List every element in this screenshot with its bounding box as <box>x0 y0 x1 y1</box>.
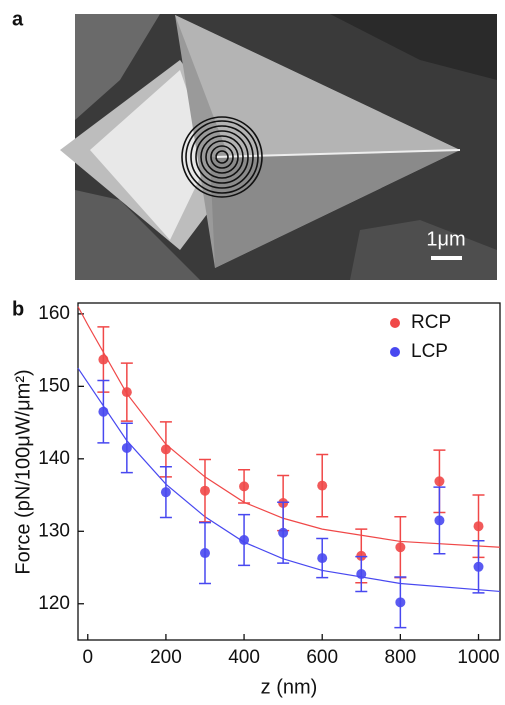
data-point <box>160 444 171 455</box>
y-axis-label: Force (pN/100μW/μm²) <box>12 369 34 574</box>
data-point <box>98 406 109 417</box>
data-point <box>199 548 210 559</box>
x-tick-label: 400 <box>228 647 260 668</box>
data-point <box>317 480 328 491</box>
y-tick-label: 150 <box>38 375 70 396</box>
data-point <box>317 553 328 564</box>
panel-label: a <box>12 8 24 30</box>
data-point <box>239 481 250 492</box>
data-point <box>473 561 484 572</box>
legend-label: LCP <box>411 341 448 362</box>
y-tick-label: 140 <box>38 448 70 469</box>
data-point <box>239 534 250 545</box>
legend-marker <box>390 318 400 328</box>
data-point <box>121 387 132 398</box>
data-point <box>395 542 406 553</box>
data-point <box>199 485 210 496</box>
y-tick-label: 130 <box>38 520 70 541</box>
data-point <box>278 527 289 538</box>
data-point <box>121 442 132 453</box>
legend-marker <box>390 347 400 357</box>
legend-label: RCP <box>411 312 451 333</box>
data-point <box>98 354 109 365</box>
panel-label: b <box>12 298 24 320</box>
x-tick-label: 800 <box>385 647 417 668</box>
x-axis-label: z (nm) <box>261 676 318 698</box>
x-tick-label: 600 <box>306 647 338 668</box>
x-tick-label: 0 <box>82 647 93 668</box>
data-point <box>434 515 445 526</box>
plot-frame <box>77 302 501 641</box>
data-point <box>356 569 367 580</box>
data-point <box>434 476 445 487</box>
sem-image <box>60 14 497 280</box>
scale-bar-label: 1μm <box>426 228 465 250</box>
y-tick-label: 120 <box>38 593 70 614</box>
data-point <box>473 521 484 532</box>
x-tick-label: 1000 <box>457 647 499 668</box>
data-point <box>395 597 406 608</box>
y-tick-label: 160 <box>38 303 70 324</box>
x-tick-label: 200 <box>150 647 182 668</box>
data-point <box>160 487 171 498</box>
